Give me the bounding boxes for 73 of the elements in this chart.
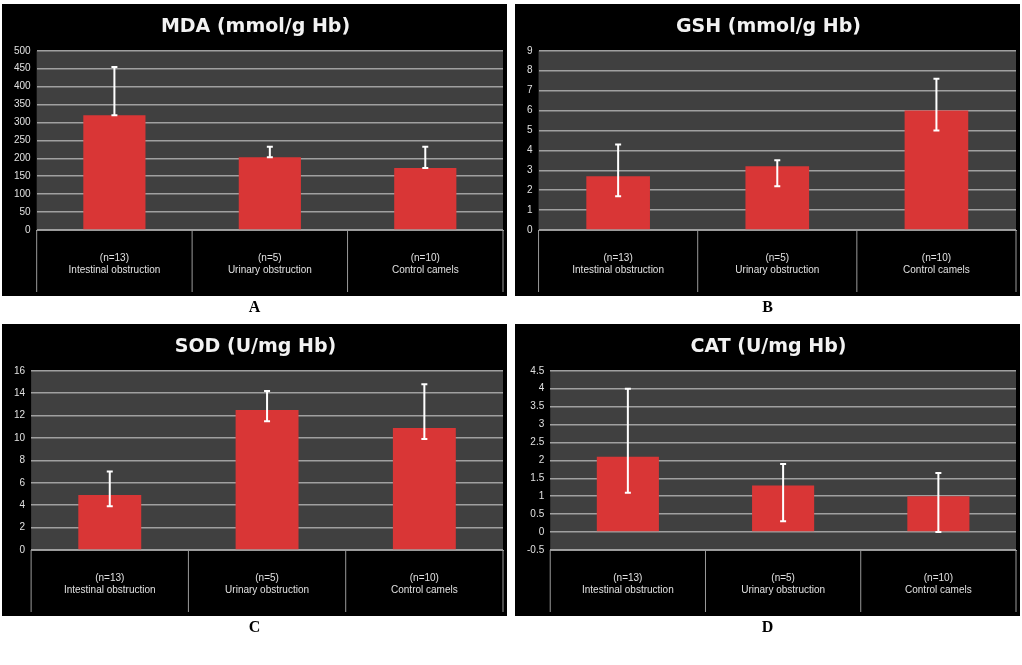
x-tick-label: (n=5) Urinary obstruction xyxy=(741,571,826,595)
y-tick-label: 250 xyxy=(14,134,32,146)
y-tick-label: 100 xyxy=(14,187,32,199)
bar xyxy=(392,427,456,550)
y-tick-label: 2.5 xyxy=(530,436,545,448)
y-tick-label: 4 xyxy=(538,382,545,394)
bar xyxy=(238,157,301,230)
bar xyxy=(83,115,146,230)
text: B xyxy=(761,297,774,317)
y-tick-label: 6 xyxy=(527,104,533,116)
bar xyxy=(235,410,299,550)
x-tick-label: (n=10) Control camels xyxy=(391,251,459,275)
y-tick-label: 50 xyxy=(19,205,32,217)
y-tick-label: 1 xyxy=(527,203,533,215)
y-tick-label: 2 xyxy=(19,521,26,533)
y-tick-label: 0.5 xyxy=(530,507,545,519)
text: C xyxy=(247,617,262,637)
bar xyxy=(596,456,659,532)
chart-title: CAT (U/mg Hb) xyxy=(690,334,847,357)
y-tick-label: 150 xyxy=(14,169,32,181)
bar xyxy=(78,495,142,550)
chart-title: GSH (mmol/g Hb) xyxy=(676,14,861,37)
y-tick-label: 2 xyxy=(538,454,545,466)
x-tick-label: (n=10) Control camels xyxy=(391,571,458,595)
y-tick-label: 10 xyxy=(14,431,26,443)
y-tick-label: 3 xyxy=(538,418,545,430)
y-tick-label: 500 xyxy=(14,44,32,56)
y-tick-label: 14 xyxy=(14,386,26,398)
y-tick-label: 4 xyxy=(527,144,533,156)
bar xyxy=(752,485,815,532)
y-tick-label: 1 xyxy=(538,489,545,501)
bar xyxy=(904,110,969,230)
x-tick-label: (n=13) Intestinal obstruction xyxy=(582,571,674,595)
x-tick-label: (n=5) Urinary obstruction xyxy=(735,251,820,275)
text: A xyxy=(247,297,262,317)
y-tick-label: 200 xyxy=(14,152,32,164)
y-tick-label: 3.5 xyxy=(530,400,545,412)
bar xyxy=(586,176,650,230)
y-tick-label: 350 xyxy=(14,98,32,110)
chart-title: MDA (mmol/g Hb) xyxy=(160,14,351,37)
bar xyxy=(745,166,810,230)
text: D xyxy=(760,617,775,637)
y-tick-label: 1.5 xyxy=(530,472,545,484)
bar xyxy=(907,496,970,532)
y-tick-label: 0 xyxy=(538,525,545,537)
y-tick-label: 6 xyxy=(19,476,26,488)
x-tick-label: (n=13) Intestinal obstruction xyxy=(63,571,156,595)
x-tick-label: (n=5) Urinary obstruction xyxy=(225,571,310,595)
y-tick-label: -0.5 xyxy=(527,543,545,555)
x-tick-label: (n=13) Intestinal obstruction xyxy=(68,251,161,275)
x-tick-label: (n=13) Intestinal obstruction xyxy=(572,251,664,275)
y-tick-label: 2 xyxy=(527,183,533,195)
y-tick-label: 0 xyxy=(19,543,26,555)
y-tick-label: 9 xyxy=(527,44,533,56)
y-tick-label: 12 xyxy=(14,409,26,421)
x-tick-label: (n=10) Control camels xyxy=(905,571,972,595)
y-tick-label: 450 xyxy=(14,62,32,74)
x-tick-label: (n=5) Urinary obstruction xyxy=(227,251,312,275)
y-tick-label: 0 xyxy=(25,223,32,235)
y-tick-label: 7 xyxy=(527,84,533,96)
y-tick-label: 400 xyxy=(14,80,32,92)
chart-title: SOD (U/mg Hb) xyxy=(174,334,337,357)
y-tick-label: 8 xyxy=(19,454,26,466)
y-tick-label: 3 xyxy=(527,164,533,176)
y-tick-label: 0 xyxy=(527,223,533,235)
y-tick-label: 4 xyxy=(19,498,26,510)
bar xyxy=(394,168,457,230)
y-tick-label: 8 xyxy=(527,64,533,76)
y-tick-label: 300 xyxy=(14,116,32,128)
y-tick-label: 4.5 xyxy=(530,364,545,376)
y-tick-label: 5 xyxy=(527,124,533,136)
x-tick-label: (n=10) Control camels xyxy=(903,251,970,275)
y-tick-label: 16 xyxy=(14,364,26,376)
